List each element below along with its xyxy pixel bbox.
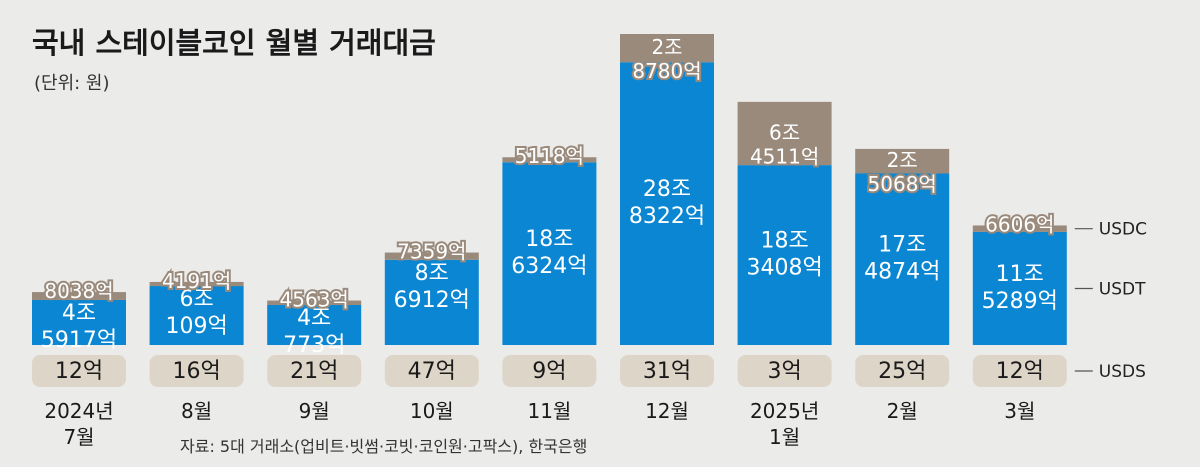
usdt-bar: [620, 62, 714, 345]
usds-value-label: 12억: [996, 359, 1044, 384]
usdc-bar: [620, 34, 714, 63]
month-label: 8월: [181, 399, 212, 423]
month-label: 2025년 1월: [750, 399, 819, 449]
usdc-bar: [149, 281, 244, 287]
month-label: 11월: [527, 399, 571, 423]
usdc-value-label: 5118억: [515, 144, 584, 168]
usdc-bar: [972, 225, 1067, 232]
usds-value-label: 16억: [172, 359, 220, 384]
legend-usdc: USDC: [1099, 220, 1147, 240]
usdc-bar: [737, 101, 832, 166]
usdt-bar: [737, 165, 832, 345]
legend-usds: USDS: [1099, 362, 1146, 382]
usds-pill: [855, 355, 950, 387]
bar-group: 17조 4874억 2조 5068억 25억 2월: [855, 146, 950, 423]
usdt-value-label: 17조 4874억: [864, 233, 940, 285]
usds-pill: [737, 355, 832, 387]
usdt-value-label: 8조 6912억: [394, 261, 470, 313]
usdt-bar: [384, 259, 479, 345]
usdt-value-label: 11조 5289억: [982, 262, 1058, 314]
usdt-bar: [972, 231, 1067, 345]
usdt-value-label: 18조 6324억: [511, 227, 587, 279]
month-label: 3월: [1004, 399, 1035, 423]
usds-value-label: 25억: [878, 359, 926, 384]
usds-pill: [32, 355, 126, 387]
usdc-bar: [502, 157, 597, 163]
usds-pill: [384, 355, 479, 387]
usdt-value-label: 28조 8322억: [629, 177, 705, 229]
usdt-bar: [502, 162, 597, 345]
usds-value-label: 9억: [532, 359, 566, 384]
usdc-bar: [855, 148, 950, 174]
usdc-bar: [32, 292, 126, 300]
chart-unit: (단위: 원): [34, 73, 110, 94]
usdt-bar: [149, 286, 244, 345]
usdc-value-label: 2조 5068억: [868, 148, 937, 196]
usdt-value-label: 6조 109억: [165, 287, 227, 339]
usds-value-label: 12억: [55, 359, 103, 384]
usds-pill: [620, 355, 714, 387]
legend: USDC USDT USDS: [1074, 220, 1147, 382]
month-label: 9월: [299, 399, 330, 423]
usds-pill: [149, 355, 244, 387]
usdc-value-label: 6606억: [985, 212, 1054, 236]
usdt-value-label: 4조 773억: [283, 306, 345, 358]
usdt-bar: [32, 299, 126, 345]
bar-group: 11조 5289억 6606억 12억 3월: [972, 210, 1067, 423]
usds-pill: [502, 355, 597, 387]
usds-pill: [972, 355, 1067, 387]
usds-value-label: 21억: [290, 359, 338, 384]
usdc-value-label: 8038억: [44, 279, 113, 303]
usdc-value-label: 2조 8780억: [632, 35, 701, 83]
usdc-value-label: 4563억: [280, 288, 349, 312]
month-label: 12월: [645, 399, 689, 423]
usdc-bar: [384, 252, 479, 260]
month-label: 2024년 7월: [44, 399, 113, 449]
usdc-value-label: 4191억: [162, 269, 231, 293]
usdc-value-label: 6조 4511억: [750, 120, 819, 168]
usds-value-label: 31억: [643, 359, 691, 384]
bar-group: 28조 8322억 2조 8780억 31억 12월: [620, 33, 714, 423]
bar-group: 18조 6324억 5118억 9억 11월: [502, 142, 597, 423]
usds-value-label: 3억: [767, 359, 801, 384]
usds-pill: [267, 355, 362, 387]
legend-usdt: USDT: [1099, 279, 1146, 299]
usdt-value-label: 4조 5917억: [41, 301, 117, 353]
usdt-bar: [855, 173, 950, 345]
source-note: 자료: 5대 거래소(업비트·빗썸·코빗·코인원·고팍스), 한국은행: [180, 437, 587, 456]
usdt-bar: [267, 305, 362, 345]
month-label: 10월: [410, 399, 454, 423]
chart-title: 국내 스테이블코인 월별 거래대금: [32, 26, 436, 60]
usdc-bar: [267, 300, 362, 306]
month-label: 2월: [887, 399, 918, 423]
usdc-value-label: 7359억: [397, 240, 466, 264]
usds-value-label: 47억: [408, 359, 456, 384]
bar-group: 18조 3408억 6조 4511억 3억 2025년 1월: [737, 101, 832, 449]
usdt-value-label: 18조 3408억: [746, 229, 822, 281]
